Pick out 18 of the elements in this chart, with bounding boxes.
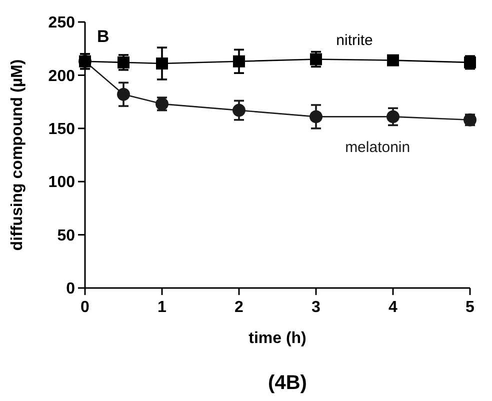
y-tick-label: 0 <box>66 280 76 298</box>
x-tick-label: 3 <box>312 299 321 316</box>
series-label: melatonin <box>345 138 410 156</box>
x-tick-label: 2 <box>234 299 244 316</box>
text: (4B) <box>268 372 307 394</box>
series-label: nitrite <box>336 32 373 50</box>
x-tick-label: 4 <box>388 299 398 316</box>
y-tick-label: 200 <box>48 68 76 85</box>
y-tick-label: 150 <box>48 121 76 138</box>
x-tick-label: 0 <box>80 299 90 316</box>
y-tick-label: 250 <box>48 14 76 32</box>
x-axis-title: time (h) <box>248 330 306 347</box>
annotation: B <box>97 27 110 46</box>
y-tick-label: 100 <box>48 174 76 192</box>
x-tick-label: 5 <box>466 299 475 316</box>
y-axis-title: diffusing compound (µM) <box>9 59 26 251</box>
x-tick-label: 1 <box>158 299 167 316</box>
y-tick-label: 50 <box>57 227 76 244</box>
